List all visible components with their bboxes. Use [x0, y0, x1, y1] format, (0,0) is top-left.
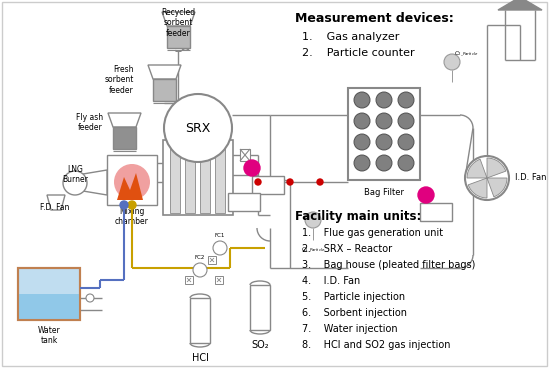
Text: Recycled
sorbent
feeder: Recycled sorbent feeder	[161, 8, 195, 38]
Bar	[18, 294, 80, 320]
Text: S2: S2	[261, 180, 276, 190]
Bar	[170, 143, 180, 213]
Wedge shape	[467, 159, 487, 178]
Text: $C_{1\_Particle}$: $C_{1\_Particle}$	[301, 245, 325, 254]
Bar	[252, 176, 284, 194]
Wedge shape	[468, 178, 487, 198]
Polygon shape	[108, 113, 141, 127]
Circle shape	[354, 113, 370, 129]
Text: LNG
Burner: LNG Burner	[62, 165, 88, 184]
Polygon shape	[162, 12, 195, 26]
Text: S1: S1	[237, 197, 251, 207]
Circle shape	[287, 179, 293, 185]
Wedge shape	[487, 178, 507, 197]
Circle shape	[114, 164, 150, 200]
Circle shape	[63, 171, 87, 195]
Text: Fly ash
feeder: Fly ash feeder	[76, 113, 103, 132]
Circle shape	[86, 294, 94, 302]
Text: SO₂: SO₂	[251, 340, 269, 350]
Bar	[250, 285, 270, 330]
Text: 2.    SRX – Reactor: 2. SRX – Reactor	[302, 244, 392, 254]
Bar	[167, 26, 190, 48]
Wedge shape	[487, 158, 506, 178]
Text: SRX: SRX	[186, 121, 211, 134]
Text: FC2: FC2	[195, 255, 205, 260]
Bar	[163, 140, 233, 215]
Circle shape	[444, 54, 460, 70]
Circle shape	[244, 160, 260, 176]
Bar	[200, 143, 210, 213]
Text: 4.    I.D. Fan: 4. I.D. Fan	[302, 276, 360, 286]
Circle shape	[305, 212, 321, 228]
Text: Water
tank: Water tank	[38, 326, 60, 346]
Circle shape	[376, 92, 392, 108]
Bar	[185, 143, 195, 213]
Bar	[348, 88, 420, 180]
Text: F.D. Fan: F.D. Fan	[40, 202, 70, 212]
Text: Fresh
sorbent
feeder: Fresh sorbent feeder	[105, 65, 134, 95]
Bar	[190, 298, 210, 343]
Text: Bag Filter: Bag Filter	[364, 188, 404, 197]
Circle shape	[120, 201, 128, 209]
Circle shape	[465, 156, 509, 200]
Circle shape	[317, 179, 323, 185]
Circle shape	[398, 92, 414, 108]
Polygon shape	[117, 173, 143, 200]
Polygon shape	[498, 0, 542, 10]
Circle shape	[213, 241, 227, 255]
Circle shape	[398, 134, 414, 150]
Circle shape	[398, 155, 414, 171]
Bar	[420, 203, 452, 221]
Circle shape	[164, 94, 232, 162]
Text: 1.    Flue gas generation unit: 1. Flue gas generation unit	[302, 228, 443, 238]
Bar	[18, 268, 80, 320]
Circle shape	[376, 113, 392, 129]
Text: Mixing
chamber: Mixing chamber	[115, 207, 149, 226]
Polygon shape	[148, 65, 181, 79]
Circle shape	[354, 155, 370, 171]
Text: 1.    Gas analyzer: 1. Gas analyzer	[302, 32, 399, 42]
Text: Facility main units:: Facility main units:	[295, 210, 422, 223]
Circle shape	[128, 201, 136, 209]
Text: $C_{2\_Particle}$: $C_{2\_Particle}$	[454, 49, 479, 58]
Circle shape	[398, 113, 414, 129]
Circle shape	[418, 187, 434, 203]
Text: FC1: FC1	[215, 233, 225, 238]
Bar	[215, 143, 225, 213]
Circle shape	[255, 179, 261, 185]
Text: 6.    Sorbent injection: 6. Sorbent injection	[302, 308, 407, 318]
Bar	[228, 193, 260, 211]
Text: 5.    Particle injection: 5. Particle injection	[302, 292, 405, 302]
Text: HCl: HCl	[192, 353, 209, 363]
Circle shape	[354, 92, 370, 108]
Text: 3.    Bag house (pleated filter bags): 3. Bag house (pleated filter bags)	[302, 260, 475, 270]
Polygon shape	[47, 195, 65, 210]
Bar	[107, 155, 157, 205]
Circle shape	[376, 134, 392, 150]
Text: I.D. Fan: I.D. Fan	[515, 173, 546, 183]
Bar	[18, 268, 80, 320]
Bar	[240, 149, 250, 161]
Circle shape	[376, 155, 392, 171]
Polygon shape	[208, 256, 216, 264]
Polygon shape	[83, 170, 107, 195]
Polygon shape	[215, 276, 223, 284]
Text: S3: S3	[429, 207, 444, 217]
Circle shape	[354, 134, 370, 150]
Circle shape	[193, 263, 207, 277]
Text: 7.    Water injection: 7. Water injection	[302, 324, 397, 334]
Bar	[153, 79, 176, 101]
Polygon shape	[185, 276, 193, 284]
Bar	[113, 127, 136, 149]
Text: 8.    HCl and SO2 gas injection: 8. HCl and SO2 gas injection	[302, 340, 451, 350]
Text: 2.    Particle counter: 2. Particle counter	[302, 48, 414, 58]
Text: Measurement devices:: Measurement devices:	[295, 12, 454, 25]
